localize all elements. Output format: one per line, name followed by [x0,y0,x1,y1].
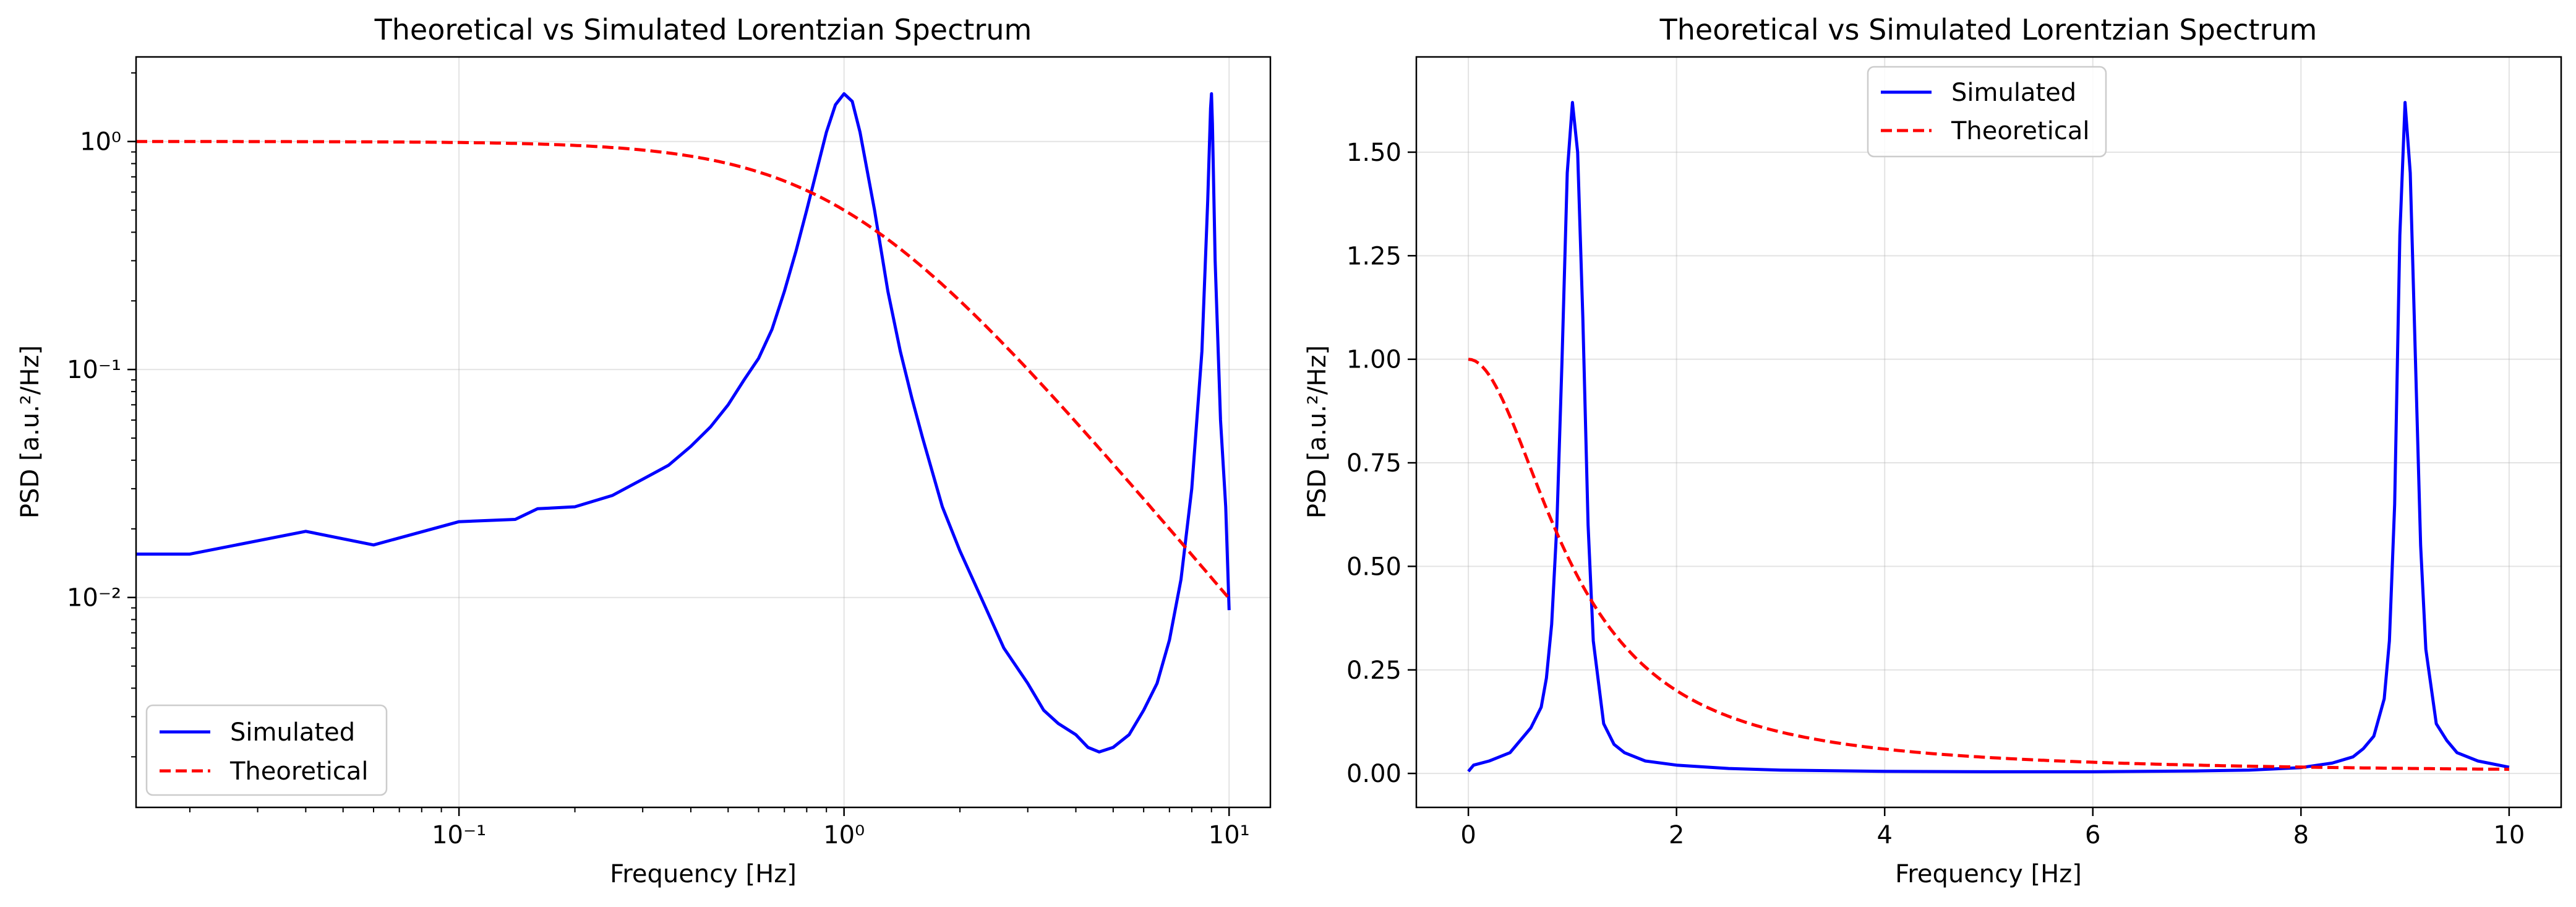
y-tick-label: 10⁰ [80,128,121,157]
y-tick-label: 0.00 [1346,760,1401,788]
chart-left-grid [136,57,1270,807]
chart-right-y-axis-label: PSD [a.u.²/Hz] [1303,345,1332,518]
chart-left-series [136,92,1231,754]
y-tick-label: 0.75 [1346,449,1401,478]
legend-label-theoretical: Theoretical [1951,117,2089,145]
chart-left-title: Theoretical vs Simulated Lorentzian Spec… [374,13,1032,46]
x-tick-label: 10 [2493,821,2525,849]
chart-left-ticks: 10⁻¹ 10⁰ 10¹ 10⁻² 10⁻¹ 10⁰ [67,72,1250,849]
y-tick-label: 1.50 [1346,139,1401,167]
series-line-simulated [1467,101,2510,773]
chart-right-legend-box [1867,66,2107,158]
chart-left-y-axis-label: PSD [a.u.²/Hz] [16,345,45,518]
chart-left-legend-box [145,704,388,796]
chart-right-frame [1415,56,2562,809]
y-tick-label: 10⁻² [67,584,121,613]
chart-right: Theoretical vs Simulated Lorentzian Spec… [1303,13,2562,888]
chart-left-frame [135,56,1272,809]
x-tick-label: 10⁰ [823,821,865,849]
series-line-theoretical [136,140,1231,600]
y-tick-label: 10⁻¹ [67,356,121,384]
series-line-theoretical [1468,358,2509,771]
legend-label-theoretical: Theoretical [229,757,368,786]
x-tick-label: 2 [1669,821,1684,849]
chart-right-x-axis-label: Frequency [Hz] [1895,860,2082,888]
legend-label-simulated: Simulated [230,718,355,747]
chart-left: Theoretical vs Simulated Lorentzian Spec… [16,13,1272,888]
x-tick-label: 8 [2293,821,2309,849]
chart-left-legend: Simulated Theoretical [145,704,388,796]
chart-right-legend: Simulated Theoretical [1867,66,2107,158]
x-tick-label: 0 [1460,821,1476,849]
chart-right-grid [1416,57,2561,807]
legend-label-simulated: Simulated [1951,79,2076,107]
x-tick-label: 6 [2085,821,2100,849]
x-tick-label: 10⁻¹ [432,821,486,849]
y-tick-label: 0.50 [1346,552,1401,581]
y-tick-label: 1.25 [1346,242,1401,270]
chart-right-ticks: 0 2 4 6 8 10 0.00 0.25 0.50 0.75 1.00 1.25 1.50 [1346,139,2525,849]
x-tick-label: 4 [1877,821,1893,849]
series-line-simulated [136,92,1231,754]
chart-left-x-axis-label: Frequency [Hz] [610,860,797,888]
x-tick-label: 10¹ [1209,821,1250,849]
y-tick-label: 0.25 [1346,656,1401,685]
chart-right-title: Theoretical vs Simulated Lorentzian Spec… [1659,13,2317,46]
y-tick-label: 1.00 [1346,346,1401,374]
chart-right-series [1467,101,2510,773]
